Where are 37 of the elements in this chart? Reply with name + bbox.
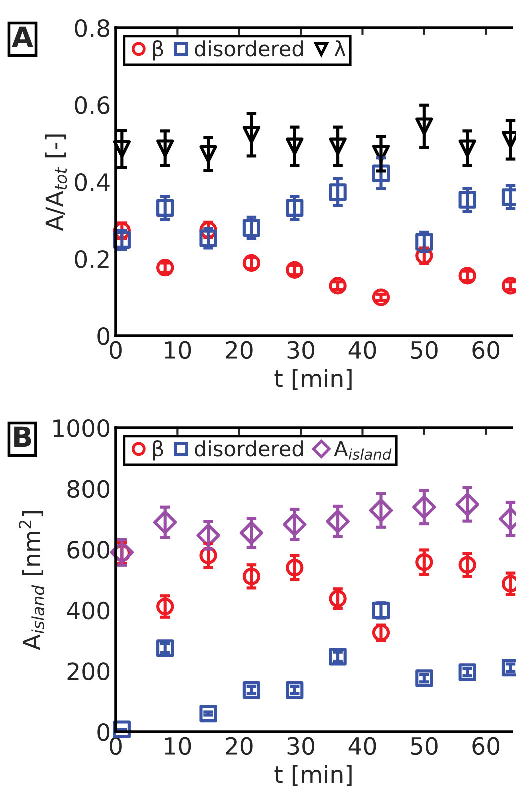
legend-label: A$_{island}$	[334, 441, 392, 460]
x-tick-label: 30	[288, 341, 314, 360]
legend-label: λ	[334, 40, 346, 56]
x-tick-label: 20	[226, 341, 253, 360]
legend-label: β	[153, 440, 164, 461]
y-tick-label: 600	[68, 541, 110, 559]
x-tick-label: 60	[472, 737, 500, 756]
y-tick-label: 0.6	[75, 96, 110, 114]
y-tick-label: 0	[98, 327, 110, 346]
y-axis-title: A$_{island}$ [nm$^{2}$]	[19, 511, 45, 650]
x-tick-label: 10	[165, 737, 192, 756]
legend-label: disordered	[195, 40, 303, 57]
text: B	[14, 426, 32, 448]
legend-label: β	[153, 40, 164, 61]
x-tick-label: 50	[411, 341, 438, 360]
y-tick-label: 800	[68, 480, 110, 498]
y-tick-label: 200	[68, 662, 110, 681]
x-tick-label: 0	[110, 341, 122, 360]
x-axis-title: t [min]	[274, 765, 352, 786]
x-tick-label: 10	[165, 341, 192, 360]
y-tick-label: 0.4	[75, 173, 110, 192]
x-tick-label: 60	[472, 341, 500, 360]
x-axis-title: t [min]	[274, 369, 352, 390]
x-tick-label: 20	[226, 737, 253, 756]
legend-label: disordered	[195, 440, 303, 457]
y-tick-label: 1000	[54, 419, 110, 438]
y-tick-label: 0.8	[75, 19, 110, 38]
text: A	[12, 26, 34, 48]
y-tick-label: 0.2	[75, 250, 109, 268]
x-tick-label: 50	[411, 737, 438, 756]
x-tick-label: 0	[110, 737, 122, 756]
x-tick-label: 30	[288, 737, 314, 756]
y-axis-title: A/A$_{tot}$ [-]	[45, 134, 68, 232]
y-tick-label: 0	[98, 723, 110, 742]
x-tick-label: 40	[348, 737, 376, 756]
y-tick-label: 400	[67, 602, 110, 620]
x-tick-label: 40	[348, 341, 376, 360]
